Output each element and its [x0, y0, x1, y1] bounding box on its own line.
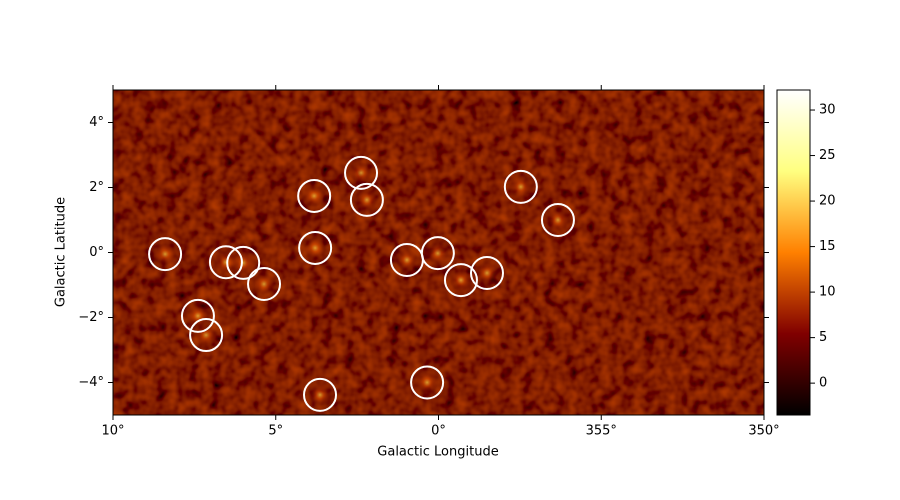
source-glow: [253, 273, 276, 296]
source-glow: [154, 243, 177, 266]
source-glow: [232, 251, 255, 274]
y-axis-label: Galactic Latitude: [54, 197, 69, 307]
source-marker: [148, 237, 183, 272]
source-glow: [350, 161, 373, 184]
source-marker: [344, 155, 379, 190]
x-tick-label: 350°: [748, 424, 779, 439]
y-tick-label: 2°: [89, 180, 104, 195]
source-glow: [449, 269, 472, 292]
colorbar-tick-label: 5: [819, 330, 827, 345]
colorbar-tick-label: 0: [819, 376, 827, 391]
source-glow: [304, 236, 327, 259]
source-marker: [247, 267, 282, 302]
source-glow: [426, 242, 449, 265]
source-marker: [420, 236, 455, 271]
source-marker: [303, 377, 338, 412]
x-tick-label: 355°: [586, 424, 617, 439]
source-glow: [214, 251, 237, 274]
source-marker: [297, 178, 332, 213]
y-tick-label: 4°: [89, 115, 104, 130]
source-glow: [309, 383, 332, 406]
source-marker: [226, 245, 261, 280]
colorbar-tick-label: 10: [819, 285, 836, 300]
source-marker: [540, 203, 575, 237]
x-axis-label: Galactic Longitude: [377, 445, 498, 460]
plot-area: [113, 90, 764, 415]
source-marker: [410, 365, 445, 400]
y-tick-label: 0°: [89, 245, 104, 260]
source-marker: [180, 298, 215, 333]
colorbar: [776, 89, 811, 416]
source-marker: [503, 169, 538, 204]
source-marker: [208, 245, 243, 280]
y-tick-label: −2°: [78, 310, 104, 325]
source-glow: [355, 188, 378, 211]
colorbar-tick-label: 15: [819, 239, 836, 254]
source-marker: [443, 263, 478, 298]
colorbar-tick-label: 30: [819, 103, 836, 118]
x-tick-label: 5°: [268, 424, 283, 439]
source-glow: [395, 248, 418, 271]
colorbar-tick-label: 25: [819, 148, 836, 163]
colorbar-tick-label: 20: [819, 194, 836, 209]
source-marker: [298, 230, 333, 265]
source-glow: [186, 304, 209, 327]
x-tick-label: 0°: [431, 424, 446, 439]
x-tick-label: 10°: [101, 424, 124, 439]
source-marker: [349, 182, 384, 217]
source-glow: [546, 209, 569, 231]
source-glow: [195, 324, 218, 347]
source-glow: [416, 371, 439, 394]
source-glow: [475, 261, 498, 284]
source-glow: [303, 184, 326, 207]
source-marker: [189, 318, 224, 353]
y-tick-label: −4°: [78, 375, 104, 390]
source-marker: [469, 255, 504, 290]
source-glow: [509, 175, 532, 198]
